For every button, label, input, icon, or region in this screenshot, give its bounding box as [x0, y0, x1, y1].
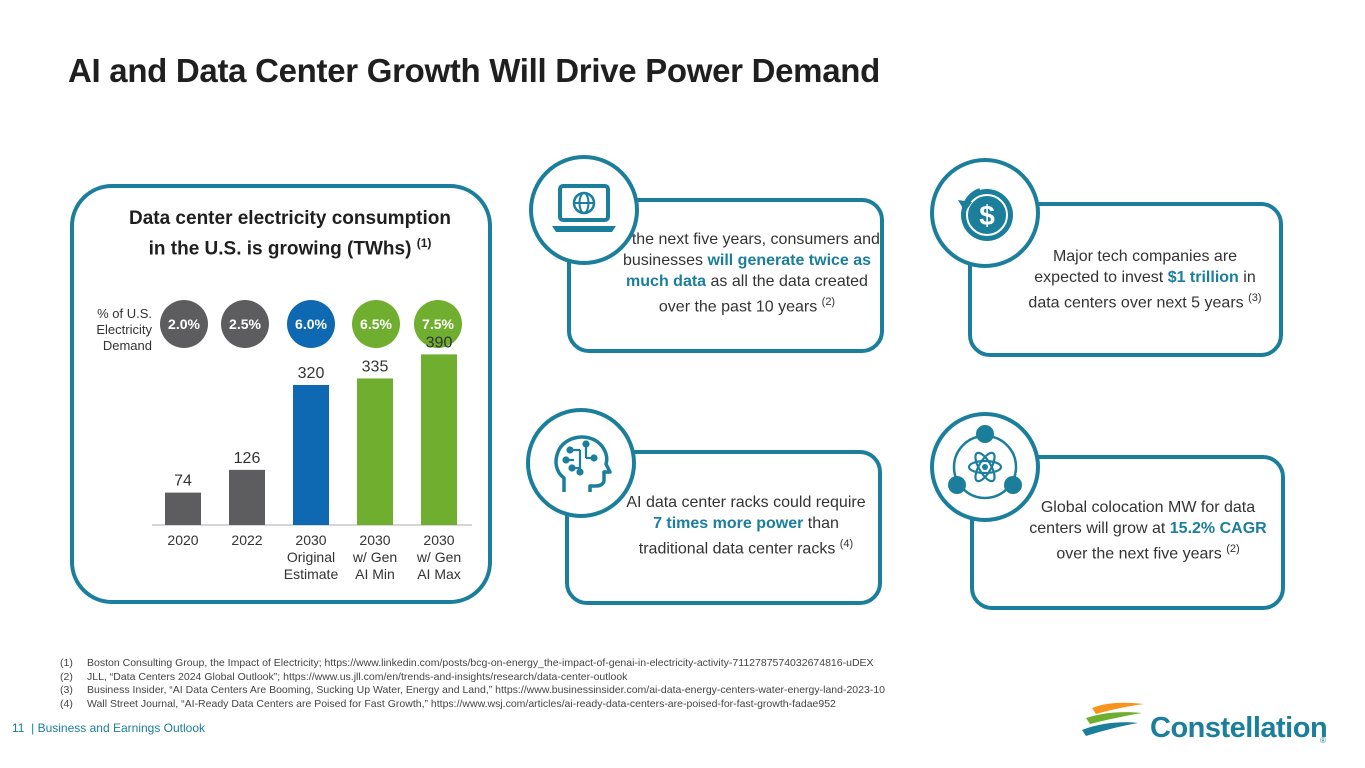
card-investment-text: Major tech companies are expected to inv… — [1028, 248, 1262, 312]
category-label-1: 2020 — [167, 532, 198, 548]
page-footer: 11 | Business and Earnings Outlook — [12, 721, 205, 735]
chart-card — [70, 184, 492, 604]
pct-circle-2030-max: 7.5% — [414, 300, 462, 348]
bar-value-label-4: 335 — [362, 358, 389, 375]
logo-text: Constellation — [1150, 712, 1328, 744]
chart-title-line2: in the U.S. is growing (TWhs) — [148, 238, 412, 260]
footnote-4: (4) Wall Street Journal, “AI-Ready Data C… — [60, 697, 836, 710]
footnote-3: (3) Business Insider, “AI Data Centers Ar… — [60, 684, 886, 696]
pct-circle-2022: 2.5% — [221, 300, 269, 348]
dollar-cycle-icon: $ — [930, 158, 1040, 268]
logo-registered-mark: ® — [1320, 736, 1326, 745]
bar-1 — [165, 492, 201, 525]
bar-2 — [229, 469, 265, 525]
pct-label-line1: % of U.S. — [97, 306, 152, 321]
chart-title: Data center electricity consumption in t… — [100, 206, 480, 261]
bar-4 — [357, 378, 393, 525]
category-label-3: 2030 Original Estimate — [284, 532, 339, 582]
page-number: 11 — [12, 721, 25, 735]
category-label-5: 2030 w/ Gen AI Max — [416, 532, 461, 582]
footnotes: (1) Boston Consulting Group, the Impact o… — [60, 657, 885, 711]
card-colocation-text: Global colocation MW for data centers wi… — [1029, 499, 1267, 563]
pct-label: % of U.S. Electricity Demand — [80, 306, 152, 354]
chart-title-note: (1) — [416, 236, 432, 250]
category-label-4: 2030 w/ Gen AI Min — [352, 532, 397, 582]
pct-label-line2: Electricity — [96, 322, 152, 337]
footnote-2: (2) JLL, “Data Centers 2024 Global Outloo… — [60, 670, 628, 683]
card-ai-power-text: AI data center racks could require 7 tim… — [626, 494, 866, 558]
bar-3 — [293, 385, 329, 525]
pct-circle-2030-min: 6.5% — [352, 300, 400, 348]
pct-circle-2020: 2.0% — [160, 300, 208, 348]
card-data-generation-text: In the next five years, consumers and bu… — [614, 231, 880, 316]
bar-5 — [421, 354, 457, 525]
svg-text:$: $ — [979, 200, 995, 231]
page-title: AI and Data Center Growth Will Drive Pow… — [68, 52, 880, 89]
pct-label-line3: Demand — [102, 338, 152, 353]
chart-title-line1: Data center electricity consumption — [128, 208, 452, 229]
footnote-1: (1) Boston Consulting Group, the Impact o… — [60, 657, 874, 669]
footer-section: | Business and Earnings Outlook — [31, 721, 206, 735]
bar-value-label-2: 126 — [234, 450, 261, 467]
ai-head-icon — [526, 408, 636, 518]
pct-circle-2030-original: 6.0% — [287, 300, 335, 348]
atom-network-icon — [930, 412, 1040, 522]
bar-value-label-5: 390 — [426, 334, 453, 351]
category-label-2: 2022 — [231, 532, 262, 548]
bar-value-label-3: 320 — [298, 365, 325, 382]
bar-value-label-1: 74 — [174, 473, 192, 490]
laptop-globe-icon — [529, 155, 639, 265]
constellation-logo-icon — [1082, 702, 1144, 736]
